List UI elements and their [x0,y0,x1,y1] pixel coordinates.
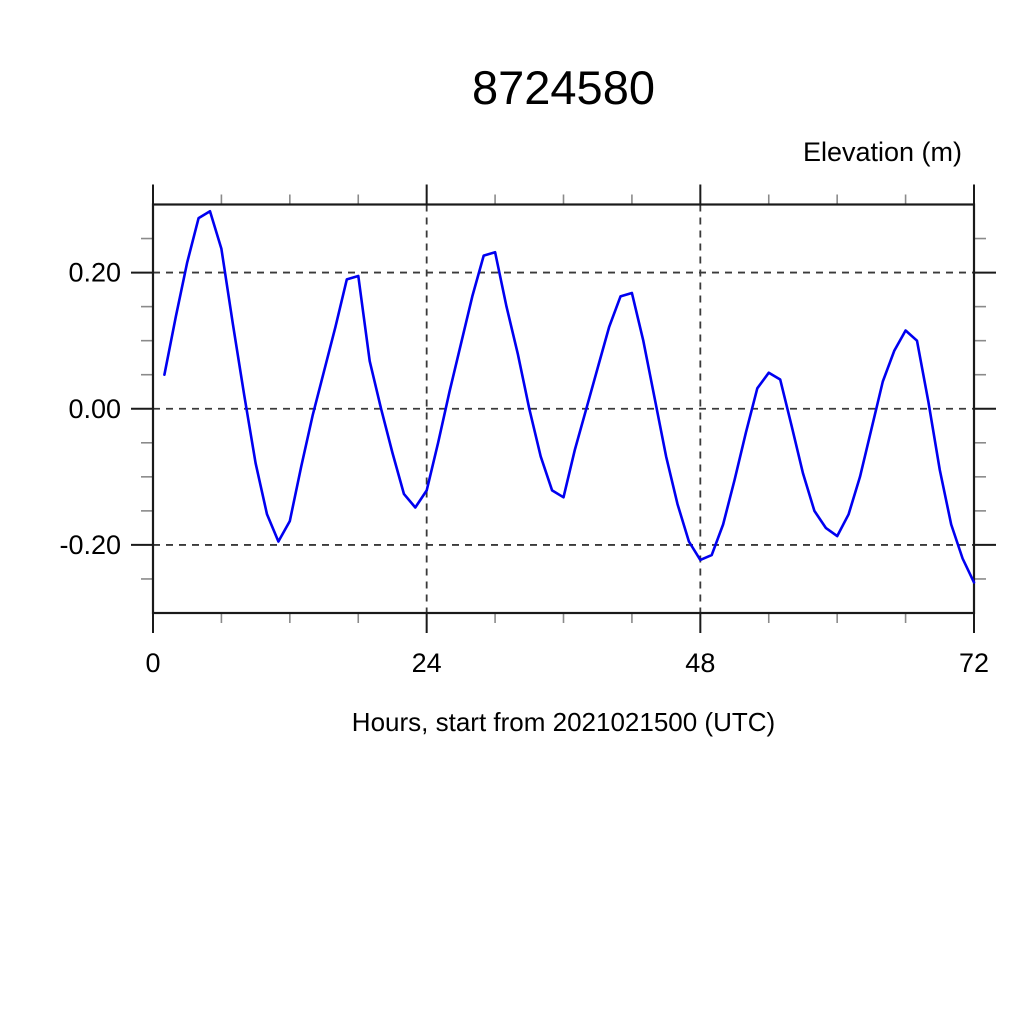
y-tick-label: -0.20 [59,530,121,560]
x-tick-label: 24 [412,648,442,678]
plot-title: 8724580 [472,61,655,114]
y-tick-label: 0.20 [68,258,121,288]
y-tick-label: 0.00 [68,394,121,424]
x-axis-label: Hours, start from 2021021500 (UTC) [351,707,776,737]
elevation-series-line [163,210,976,584]
plot-frame [151,203,976,615]
x-tick-label: 0 [145,648,160,678]
x-tick-label: 72 [959,648,989,678]
x-tick-label: 48 [685,648,715,678]
y-axis-header-label: Elevation (m) [802,137,962,167]
